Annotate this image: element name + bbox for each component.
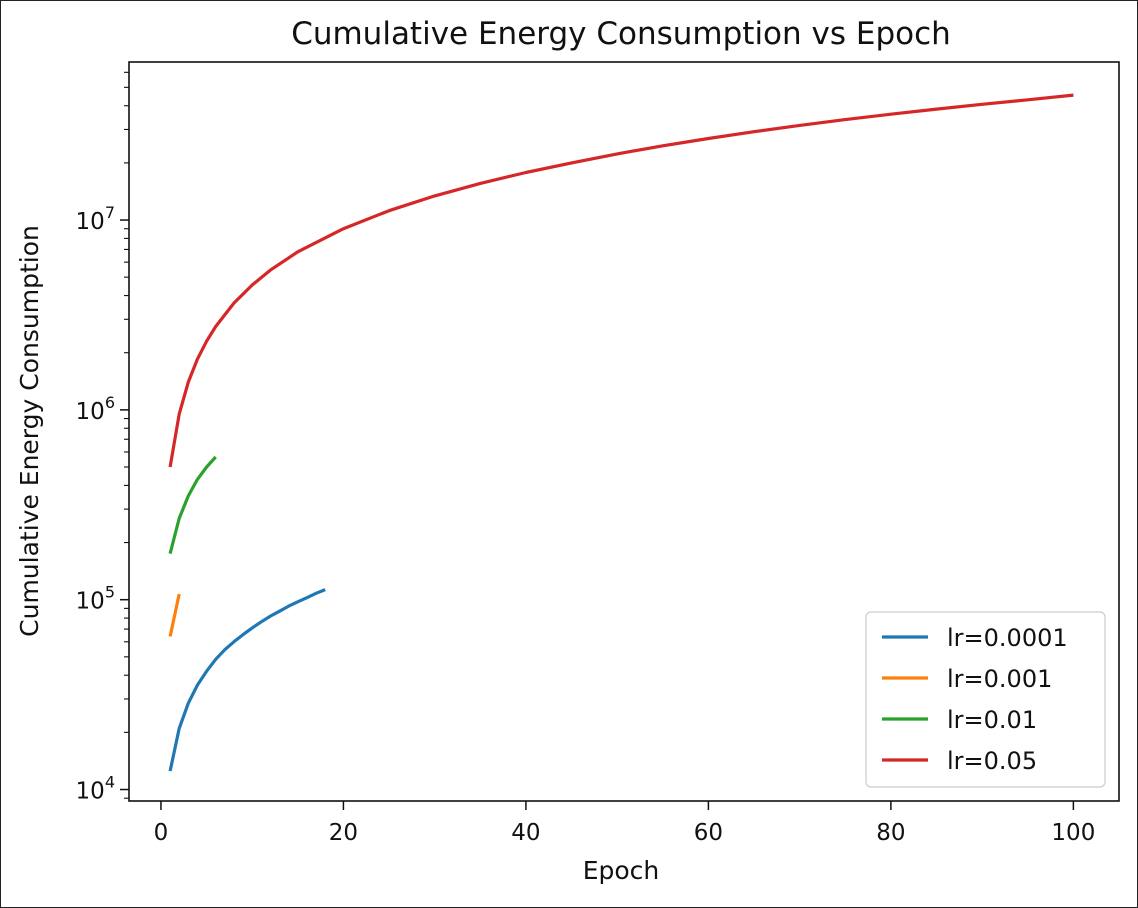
legend-label-2: lr=0.001 bbox=[947, 665, 1052, 693]
legend: lr=0.0001 lr=0.001 lr=0.01 lr=0.05 bbox=[865, 611, 1106, 788]
y-tick-label: 105 bbox=[76, 583, 115, 615]
y-axis-label: Cumulative Energy Consumption bbox=[15, 225, 44, 637]
x-tick-label: 100 bbox=[1051, 820, 1095, 846]
chart-title: Cumulative Energy Consumption vs Epoch bbox=[291, 16, 951, 52]
legend-label-1: lr=0.0001 bbox=[947, 624, 1068, 652]
series-line-2 bbox=[168, 593, 181, 637]
legend-label-4: lr=0.05 bbox=[947, 747, 1037, 775]
legend-box bbox=[865, 611, 1106, 788]
x-tick-label: 60 bbox=[694, 820, 723, 846]
series-line-3 bbox=[168, 455, 217, 555]
y-tick-label: 107 bbox=[76, 203, 115, 235]
legend-label-3: lr=0.01 bbox=[947, 706, 1037, 734]
axes-frame bbox=[128, 61, 1120, 802]
x-tick-label: 80 bbox=[876, 820, 905, 846]
series-line-4 bbox=[168, 93, 1074, 468]
series-line-1 bbox=[168, 588, 326, 772]
y-tick-label: 106 bbox=[76, 393, 115, 425]
x-tick-label: 40 bbox=[511, 820, 540, 846]
y-tick-label: 104 bbox=[76, 773, 115, 805]
axes: 0 20 40 60 80 100 104 105 106 107 bbox=[76, 61, 1120, 846]
plot-area bbox=[168, 93, 1074, 772]
x-axis-label: Epoch bbox=[583, 856, 660, 885]
x-tick-label: 20 bbox=[329, 820, 358, 846]
x-tick-label: 0 bbox=[154, 820, 169, 846]
